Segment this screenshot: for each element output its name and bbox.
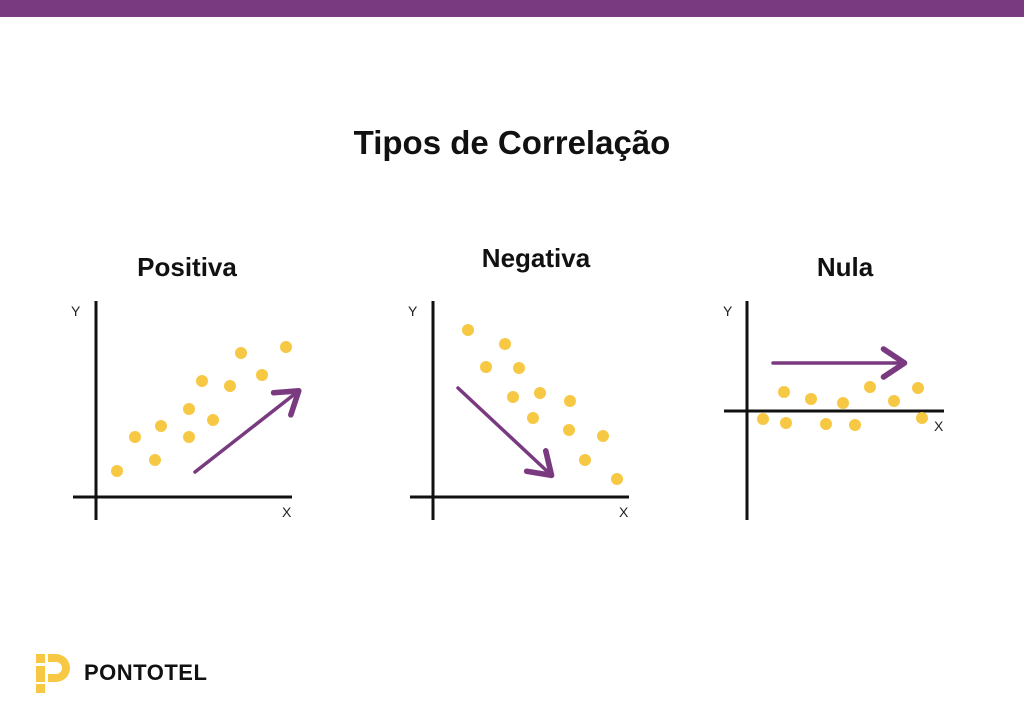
brand-name: PONTOTEL	[84, 660, 208, 685]
points-positiva	[111, 341, 292, 477]
x-axis-label-negativa: X	[619, 504, 629, 520]
point	[864, 381, 876, 393]
point	[916, 412, 928, 424]
point	[480, 361, 492, 373]
panel-nula	[724, 301, 944, 520]
point	[820, 418, 832, 430]
point	[235, 347, 247, 359]
point	[155, 420, 167, 432]
point	[757, 413, 769, 425]
trend-arrow-negativa	[456, 386, 555, 479]
y-axis-label-negativa: Y	[408, 303, 418, 319]
point	[129, 431, 141, 443]
points-negativa	[462, 324, 623, 485]
panel-title-negativa: Negativa	[481, 243, 591, 273]
point	[888, 395, 900, 407]
point	[563, 424, 575, 436]
point	[534, 387, 546, 399]
point	[196, 375, 208, 387]
page-title: Tipos de Correlação	[353, 124, 671, 161]
panel-negativa	[410, 301, 629, 520]
point	[912, 382, 924, 394]
x-axis-label-nula: X	[934, 418, 944, 434]
top-accent-bar	[0, 0, 1024, 17]
point	[579, 454, 591, 466]
point	[280, 341, 292, 353]
point	[507, 391, 519, 403]
point	[513, 362, 525, 374]
points-nula	[757, 381, 928, 431]
pontotel-logo-icon	[36, 654, 70, 693]
panel-title-nula: Nula	[816, 252, 874, 282]
panel-positiva	[73, 301, 302, 520]
point	[256, 369, 268, 381]
point	[849, 419, 861, 431]
point	[183, 431, 195, 443]
point	[837, 397, 849, 409]
trend-arrow-positiva	[193, 388, 302, 474]
point	[780, 417, 792, 429]
point	[111, 465, 123, 477]
point	[778, 386, 790, 398]
point	[597, 430, 609, 442]
point	[805, 393, 817, 405]
point	[611, 473, 623, 485]
panel-title-positiva: Positiva	[137, 252, 237, 282]
point	[462, 324, 474, 336]
point	[183, 403, 195, 415]
point	[527, 412, 539, 424]
point	[149, 454, 161, 466]
x-axis-label-positiva: X	[282, 504, 292, 520]
point	[207, 414, 219, 426]
brand-logo: PONTOTEL	[34, 652, 207, 694]
point	[499, 338, 511, 350]
y-axis-label-nula: Y	[723, 303, 733, 319]
point	[224, 380, 236, 392]
y-axis-label-positiva: Y	[71, 303, 81, 319]
point	[564, 395, 576, 407]
